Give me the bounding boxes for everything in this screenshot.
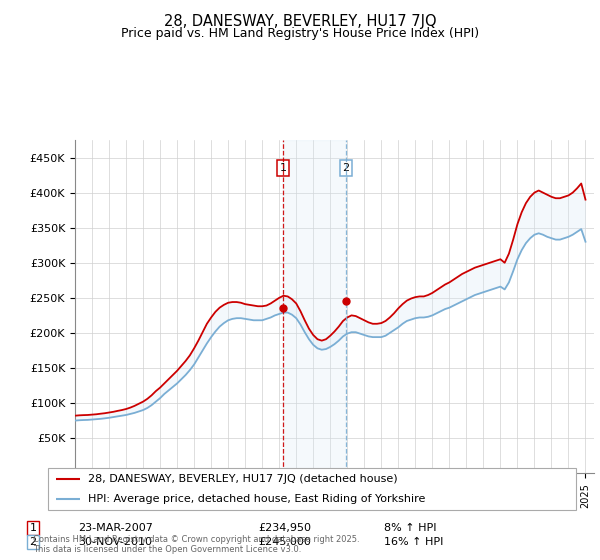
FancyBboxPatch shape [48, 468, 576, 510]
Text: 23-MAR-2007: 23-MAR-2007 [78, 523, 153, 533]
Text: Price paid vs. HM Land Registry's House Price Index (HPI): Price paid vs. HM Land Registry's House … [121, 27, 479, 40]
Text: 28, DANESWAY, BEVERLEY, HU17 7JQ: 28, DANESWAY, BEVERLEY, HU17 7JQ [164, 14, 436, 29]
Text: 2: 2 [343, 163, 349, 173]
Bar [283, 140, 346, 473]
Text: Contains HM Land Registry data © Crown copyright and database right 2025.
This d: Contains HM Land Registry data © Crown c… [33, 535, 359, 554]
Text: 8% ↑ HPI: 8% ↑ HPI [384, 523, 437, 533]
Text: HPI: Average price, detached house, East Riding of Yorkshire: HPI: Average price, detached house, East… [88, 494, 425, 504]
Text: 1: 1 [29, 523, 37, 533]
Text: 30-NOV-2010: 30-NOV-2010 [78, 537, 152, 547]
Text: £234,950: £234,950 [258, 523, 311, 533]
Text: 28, DANESWAY, BEVERLEY, HU17 7JQ (detached house): 28, DANESWAY, BEVERLEY, HU17 7JQ (detach… [88, 474, 397, 484]
Text: 16% ↑ HPI: 16% ↑ HPI [384, 537, 443, 547]
Text: 2: 2 [29, 537, 37, 547]
Text: 1: 1 [280, 163, 287, 173]
Text: £245,000: £245,000 [258, 537, 311, 547]
